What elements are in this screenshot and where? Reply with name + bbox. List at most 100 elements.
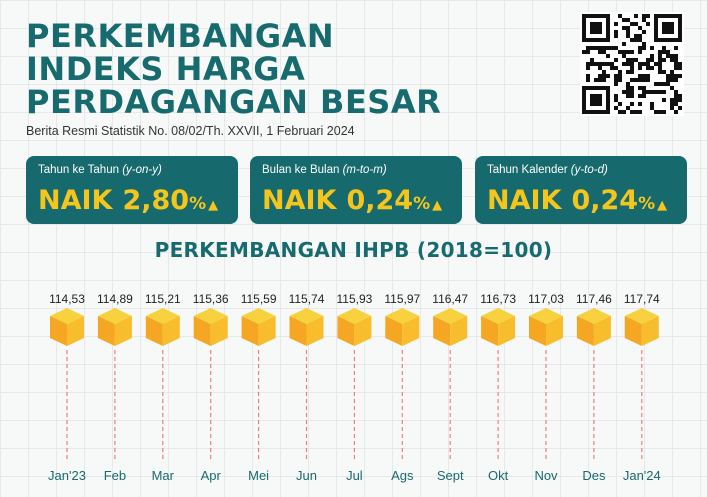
- card-mtm-label: Bulan ke Bulan (m-to-m): [262, 164, 387, 176]
- qr-module: [606, 46, 610, 50]
- qr-module: [662, 58, 666, 62]
- qr-module: [642, 46, 646, 50]
- data-label: 116,47: [432, 292, 468, 306]
- qr-module: [662, 50, 666, 54]
- data-label: 115,74: [289, 292, 325, 306]
- qr-module: [622, 42, 626, 46]
- qr-module: [638, 50, 642, 54]
- triangle-up-icon: ▲: [208, 198, 219, 213]
- qr-module: [606, 62, 610, 66]
- cube-marker: [576, 308, 611, 346]
- qr-module: [626, 106, 630, 110]
- card-yoy-status: NAIK: [38, 185, 113, 216]
- cube-left-face: [145, 316, 163, 346]
- qr-module: [650, 102, 654, 106]
- x-tick-label: Okt: [488, 468, 509, 483]
- cube-left-face: [385, 316, 403, 346]
- qr-finder: [590, 22, 602, 34]
- qr-module: [674, 58, 678, 62]
- qr-module: [670, 106, 674, 110]
- qr-module: [626, 30, 630, 34]
- qr-module: [598, 62, 602, 66]
- qr-module: [590, 58, 594, 62]
- qr-module: [654, 110, 658, 114]
- qr-module: [658, 90, 662, 94]
- qr-module: [606, 74, 610, 78]
- card-ytd-status: NAIK: [487, 185, 562, 216]
- qr-module: [614, 34, 618, 38]
- qr-module: [602, 70, 606, 74]
- cube-left-face: [433, 316, 451, 346]
- qr-module: [618, 110, 622, 114]
- qr-module: [646, 58, 650, 62]
- qr-module: [666, 50, 670, 54]
- card-mtm: Bulan ke Bulan (m-to-m) NAIK 0,24% ▲: [250, 156, 462, 224]
- card-mtm-status: NAIK: [262, 185, 337, 216]
- qr-module: [658, 58, 662, 62]
- cube-right-face: [210, 316, 228, 346]
- cube-marker: [481, 308, 516, 346]
- qr-module: [646, 78, 650, 82]
- qr-module: [626, 70, 630, 74]
- qr-module: [602, 78, 606, 82]
- card-mtm-number: 0,24: [346, 185, 414, 216]
- qr-module: [678, 98, 682, 102]
- qr-module: [650, 66, 654, 70]
- cube-left-face: [481, 316, 499, 346]
- qr-module: [642, 42, 646, 46]
- qr-code-icon[interactable]: [580, 12, 684, 116]
- qr-module: [638, 110, 642, 114]
- qr-module: [630, 110, 634, 114]
- qr-module: [626, 86, 630, 90]
- x-tick-label: Mar: [152, 468, 175, 483]
- qr-module: [602, 62, 606, 66]
- qr-module: [674, 62, 678, 66]
- data-label: 115,59: [241, 292, 277, 306]
- data-label: 115,97: [384, 292, 420, 306]
- qr-module: [622, 90, 626, 94]
- qr-module: [674, 102, 678, 106]
- qr-module: [634, 34, 638, 38]
- qr-module: [626, 82, 630, 86]
- qr-module: [674, 74, 678, 78]
- title-line-1: PERKEMBANGAN: [26, 17, 335, 55]
- data-label: 114,53: [49, 292, 85, 306]
- qr-module: [598, 74, 602, 78]
- qr-module: [662, 110, 666, 114]
- qr-module: [638, 94, 642, 98]
- cube-right-face: [354, 316, 372, 346]
- qr-module: [614, 30, 618, 34]
- qr-module: [646, 90, 650, 94]
- qr-module: [650, 54, 654, 58]
- qr-module: [678, 74, 682, 78]
- qr-module: [630, 66, 634, 70]
- qr-module: [658, 82, 662, 86]
- qr-module: [634, 58, 638, 62]
- card-ytd-value: NAIK 0,24% ▲: [487, 186, 667, 221]
- cube-right-face: [258, 316, 276, 346]
- qr-module: [626, 62, 630, 66]
- card-ytd: Tahun Kalender (y-to-d) NAIK 0,24% ▲: [475, 156, 687, 224]
- qr-module: [674, 54, 678, 58]
- x-tick-label: Sept: [437, 468, 464, 483]
- qr-module: [650, 46, 654, 50]
- card-mtm-value: NAIK 0,24% ▲: [262, 186, 442, 221]
- cube-marker: [97, 308, 132, 346]
- cube-marker: [193, 308, 228, 346]
- qr-module: [630, 58, 634, 62]
- qr-module: [630, 102, 634, 106]
- card-yoy-label: Tahun ke Tahun (y-on-y): [38, 164, 162, 176]
- qr-module: [614, 22, 618, 26]
- qr-module: [654, 90, 658, 94]
- qr-module: [638, 38, 642, 42]
- data-label: 115,93: [336, 292, 372, 306]
- cube-right-face: [306, 316, 324, 346]
- qr-module: [610, 46, 614, 50]
- qr-module: [602, 50, 606, 54]
- data-label: 116,73: [480, 292, 516, 306]
- qr-module: [614, 66, 618, 70]
- qr-module: [626, 58, 630, 62]
- qr-module: [630, 62, 634, 66]
- x-tick-label: Ags: [391, 468, 414, 483]
- cube-marker: [50, 308, 84, 346]
